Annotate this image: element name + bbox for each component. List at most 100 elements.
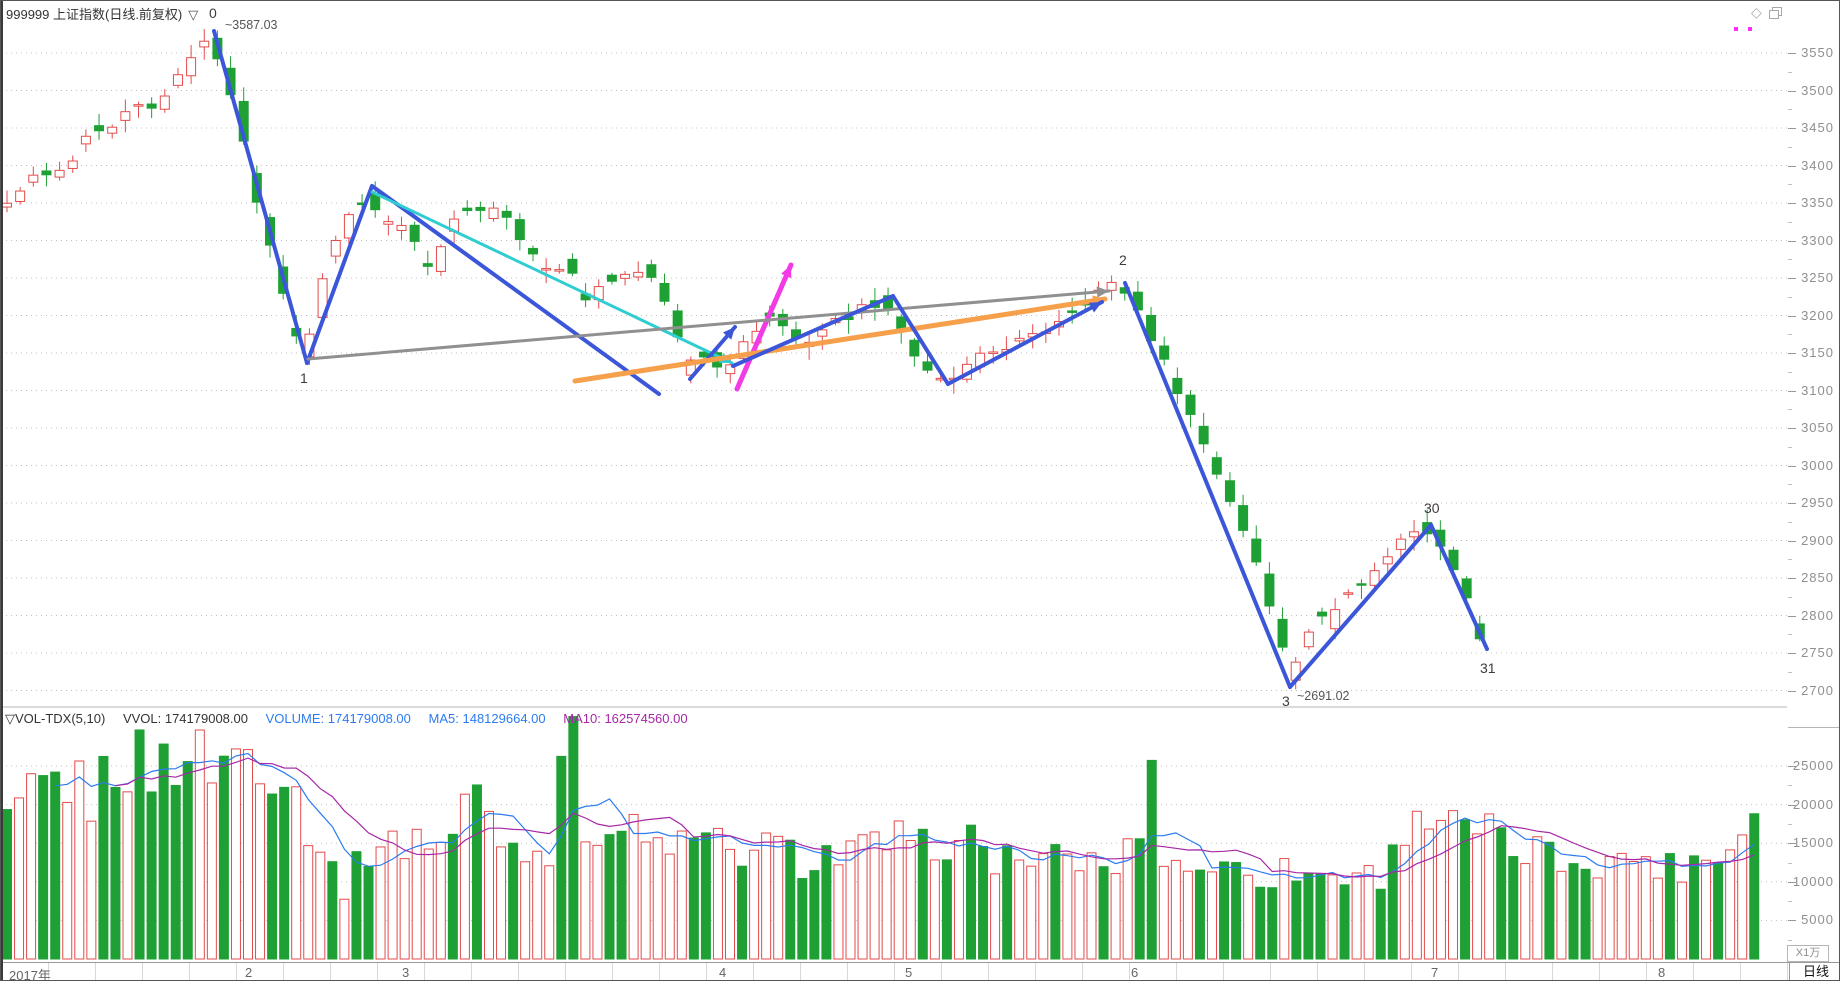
trendline-orange[interactable]: [572, 296, 1108, 384]
date-grid-tick: [894, 963, 895, 980]
date-grid-tick: [330, 963, 331, 980]
price-tick-label: 3400: [1801, 157, 1834, 173]
price-tick: [1788, 53, 1796, 54]
price-tick-label: 2850: [1801, 570, 1834, 585]
page-title: 999999 上证指数(日线.前复权): [6, 7, 183, 22]
price-tick: [1788, 390, 1796, 392]
volume-minor-tick: [1788, 823, 1792, 825]
date-grid-tick: [518, 963, 519, 980]
volume-tick: [1788, 843, 1796, 845]
volume-tick-label: 15000: [1792, 835, 1834, 851]
title-dropdown-icon[interactable]: ▽: [188, 7, 199, 22]
date-grid-tick: [189, 963, 190, 980]
date-grid-tick: [1364, 963, 1365, 980]
date-grid-tick: [847, 963, 848, 980]
month-label-3: 3: [402, 965, 410, 980]
trendline-blue[interactable]: [891, 294, 950, 386]
price-tick: [1788, 240, 1796, 242]
wave-label-3: 3: [1282, 693, 1290, 709]
price-minor-tick: [1788, 221, 1792, 223]
price-tick-label: 3100: [1801, 382, 1834, 398]
trendline-blue[interactable]: [305, 184, 374, 365]
date-grid-tick: [1035, 963, 1036, 980]
low-annotation: ~2691.02: [1297, 689, 1350, 703]
date-grid-tick: [1176, 963, 1177, 980]
price-minor-tick: [1788, 559, 1792, 561]
trendline-blue[interactable]: [731, 294, 895, 368]
kline-volume-chart[interactable]: 0 1 2 3 30 31 ~3587.03 ~2691.02: [1, 1, 1788, 962]
price-tick-label: 2750: [1801, 645, 1834, 660]
date-grid-tick: [1599, 963, 1600, 980]
trendline-gray_line[interactable]: [306, 289, 1111, 361]
volume-tick-label: 10000: [1792, 873, 1834, 889]
price-minor-tick: [1788, 184, 1792, 186]
volume-tick-label: 20000: [1792, 796, 1834, 812]
price-tick: [1788, 653, 1796, 654]
price-tick-label: 3300: [1801, 232, 1834, 248]
date-grid-tick: [1082, 963, 1083, 980]
handle-dot[interactable]: [1748, 27, 1752, 31]
trendline-blue[interactable]: [370, 184, 661, 396]
date-grid-tick: [1270, 963, 1271, 980]
price-minor-tick: [1788, 634, 1792, 636]
month-label-5: 5: [905, 965, 913, 980]
volume-tick: [1788, 920, 1796, 922]
price-axis: 3550 3500 3450 3400 3350 3300 3250 3200 3150 3100…: [1788, 1, 1839, 962]
chart-title-row: 999999 上证指数(日线.前复权) ▽: [6, 4, 198, 23]
price-tick: [1788, 278, 1796, 279]
volume-minor-tick: [1788, 939, 1792, 941]
price-tick-label: 2700: [1801, 682, 1834, 698]
volume-tick-label: 25000: [1792, 758, 1834, 773]
high-annotation: ~3587.03: [225, 18, 278, 32]
month-label-6: 6: [1131, 965, 1139, 980]
date-grid-tick: [48, 963, 49, 980]
volume-indicator-header: ▽VOL-TDX(5,10) VVOL: 174179008.00 VOLUME…: [5, 711, 702, 727]
trendline-blue[interactable]: [1288, 523, 1433, 689]
date-grid-tick: [612, 963, 613, 980]
overlap-window-icon[interactable]: [1768, 7, 1782, 19]
date-grid-tick: [1317, 963, 1318, 980]
price-minor-tick: [1788, 671, 1792, 673]
month-label-8: 8: [1658, 965, 1666, 980]
volume-tick: [1788, 881, 1796, 883]
date-grid-tick: [706, 963, 707, 980]
trendline-blue[interactable]: [946, 300, 1104, 386]
price-minor-tick: [1788, 146, 1792, 148]
date-grid-tick: [1693, 963, 1694, 980]
price-tick-label: 3450: [1801, 120, 1834, 135]
price-minor-tick: [1788, 334, 1792, 336]
trendline-blue[interactable]: [1429, 523, 1489, 651]
volume-minor-tick: [1788, 901, 1792, 903]
price-minor-tick: [1788, 409, 1792, 411]
date-grid-tick: [753, 963, 754, 980]
trendline-cyan[interactable]: [370, 190, 734, 365]
trendline-blue[interactable]: [1123, 281, 1292, 689]
date-grid-tick: [377, 963, 378, 980]
price-minor-tick: [1788, 371, 1792, 373]
date-grid-tick: [424, 963, 425, 980]
date-axis[interactable]: 日线 2017年 2 3 4 5 6 7 8: [1, 962, 1839, 981]
period-selector[interactable]: 日线: [1789, 963, 1839, 980]
price-tick-label: 3200: [1801, 307, 1834, 323]
volume-value: VOLUME: 174179008.00: [265, 711, 411, 726]
trendline-magenta[interactable]: [734, 262, 794, 392]
date-grid-tick: [1223, 963, 1224, 980]
price-tick: [1788, 90, 1796, 92]
ma5-value: MA5: 148129664.00: [428, 711, 546, 726]
window-left-edge: [1, 1, 3, 980]
date-grid-tick: [659, 963, 660, 980]
price-tick: [1788, 203, 1796, 204]
price-tick: [1788, 503, 1796, 504]
price-tick-label: 2900: [1801, 532, 1834, 548]
diamond-icon[interactable]: ◇: [1751, 4, 1762, 20]
price-minor-tick: [1788, 109, 1792, 111]
trendline-blue[interactable]: [212, 29, 309, 365]
month-label-2017年: 2017年: [9, 968, 51, 981]
price-tick-label: 3050: [1801, 420, 1834, 435]
volume-indicator-name[interactable]: ▽VOL-TDX(5,10): [5, 711, 106, 726]
date-grid-tick: [471, 963, 472, 980]
vvol-value: VVOL: 174179008.00: [122, 711, 248, 726]
handle-dot[interactable]: [1734, 27, 1738, 31]
volume-tick: [1788, 766, 1796, 767]
